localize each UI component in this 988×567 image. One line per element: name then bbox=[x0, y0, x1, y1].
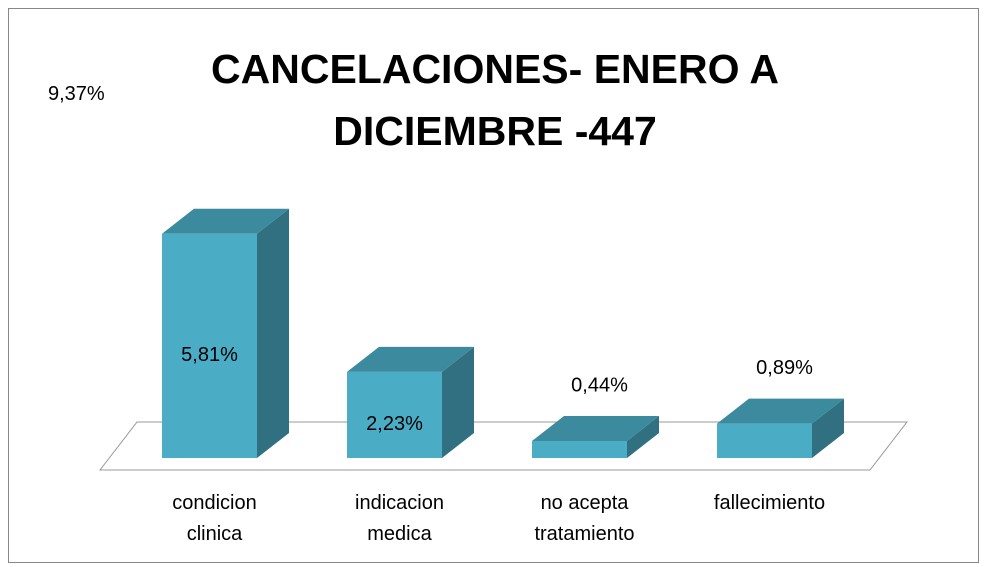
bar-top bbox=[347, 346, 474, 372]
chart-title: CANCELACIONES- ENERO A DICIEMBRE -447 bbox=[211, 46, 779, 154]
bar-top bbox=[162, 208, 289, 234]
data-label: 5,81% bbox=[181, 344, 238, 366]
bar bbox=[347, 346, 474, 458]
bar-front bbox=[162, 233, 257, 458]
bar-side bbox=[442, 346, 474, 458]
data-label: 2,23% bbox=[366, 413, 423, 435]
floor bbox=[98, 421, 909, 471]
data-label: 0,44% bbox=[571, 374, 628, 396]
bar bbox=[532, 416, 659, 458]
bar bbox=[717, 398, 844, 458]
data-label: 0,89% bbox=[756, 357, 813, 379]
x-tick-label: indicacion medica bbox=[355, 492, 444, 545]
bar-front bbox=[532, 441, 627, 458]
bar bbox=[162, 208, 289, 458]
bar-side bbox=[627, 416, 659, 458]
annotation: 9,37% bbox=[48, 83, 105, 105]
bar-top bbox=[532, 416, 659, 442]
bar-top bbox=[717, 398, 844, 424]
x-tick-label: no acepta tratamiento bbox=[534, 492, 635, 545]
x-tick-label: fallecimiento bbox=[713, 492, 826, 514]
bar-side bbox=[812, 398, 844, 458]
bar-side bbox=[257, 208, 289, 458]
bar-front bbox=[717, 423, 812, 458]
bar-front bbox=[347, 371, 442, 458]
frame bbox=[8, 8, 979, 563]
x-tick-label: condicion clinica bbox=[172, 492, 257, 545]
